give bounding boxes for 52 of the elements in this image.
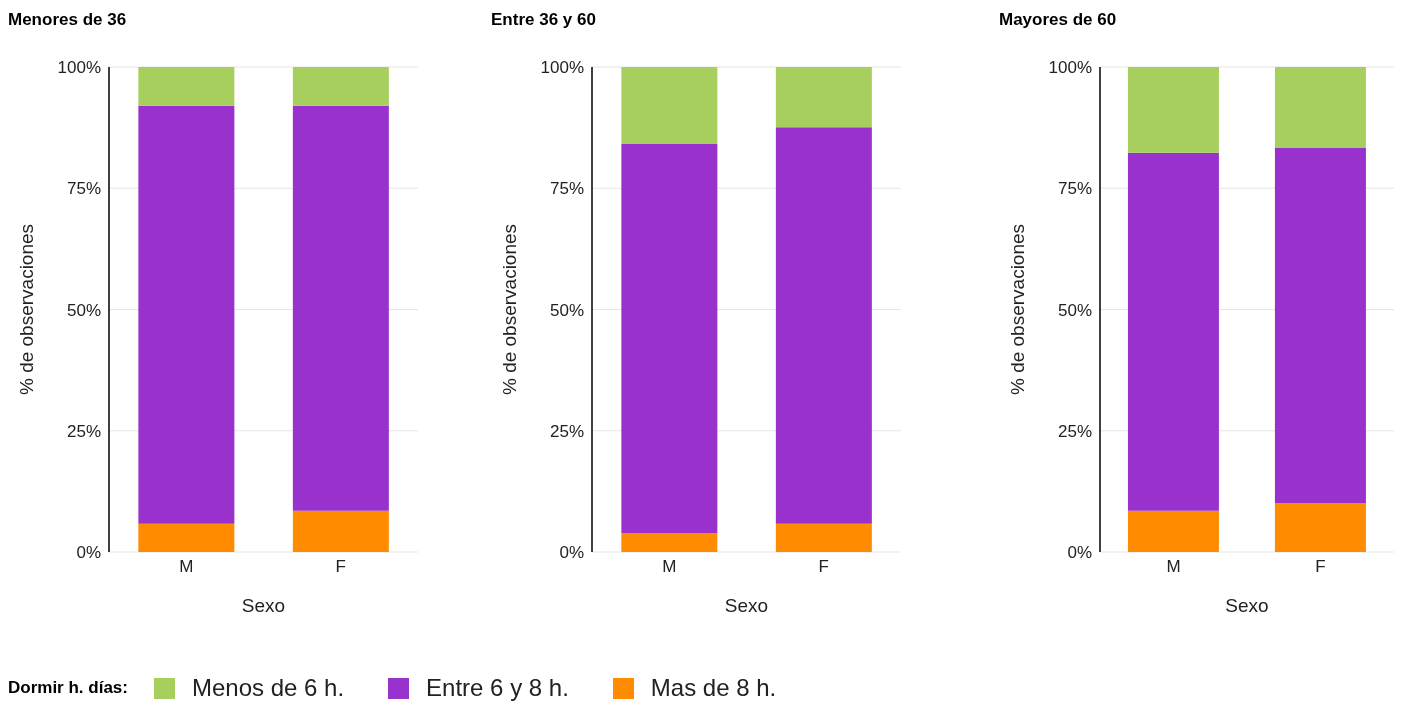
y-axis-title: % de observaciones [16, 223, 38, 396]
y-tick-label: 50% [66, 300, 101, 320]
bar [621, 144, 718, 534]
bar [1274, 503, 1366, 552]
bar [775, 67, 872, 128]
bar [292, 510, 389, 552]
bar [1127, 510, 1219, 552]
bar [292, 105, 389, 511]
bar [138, 105, 235, 524]
bar [621, 67, 718, 145]
x-tick-label: F [818, 557, 829, 577]
y-tick-label: 100% [57, 58, 101, 78]
legend-label: Entre 6 y 8 h. [426, 674, 569, 702]
bar [1274, 67, 1366, 148]
y-tick-label: 0% [76, 543, 101, 563]
y-tick-label: 75% [549, 179, 584, 199]
x-axis-title: Sexo [241, 595, 286, 616]
bar [292, 67, 389, 106]
bar [138, 523, 235, 552]
chart-title: Menores de 36 [8, 9, 128, 31]
y-tick-label: 75% [1057, 179, 1092, 199]
x-tick-label: F [1315, 557, 1326, 577]
bar [138, 67, 235, 106]
chart-title: Entre 36 y 60 [491, 9, 597, 31]
x-tick-label: M [662, 557, 677, 577]
y-tick-label: 50% [1057, 300, 1092, 320]
legend-label: Menos de 6 h. [191, 674, 345, 702]
bar [775, 127, 872, 524]
x-tick-label: M [1166, 557, 1181, 577]
y-tick-label: 0% [1067, 543, 1092, 563]
legend-label: Mas de 8 h. [650, 674, 777, 702]
bar [1127, 67, 1219, 153]
y-tick-label: 0% [559, 543, 584, 563]
x-tick-label: M [179, 557, 194, 577]
legend-title: Dormir h. días: [8, 678, 128, 698]
chart-title: Mayores de 60 [999, 9, 1118, 31]
x-axis-title: Sexo [1225, 595, 1269, 616]
bar [1274, 148, 1366, 504]
bar [621, 533, 718, 552]
y-tick-label: 100% [1048, 58, 1092, 78]
y-tick-label: 25% [549, 421, 584, 441]
y-tick-label: 75% [66, 179, 101, 199]
x-axis-title: Sexo [724, 595, 769, 616]
y-tick-label: 50% [549, 300, 584, 320]
y-axis-title: % de observaciones [1007, 223, 1029, 396]
y-tick-label: 25% [1057, 421, 1092, 441]
x-tick-label: F [335, 557, 346, 577]
bar [775, 523, 872, 552]
y-tick-label: 100% [540, 58, 584, 78]
y-tick-label: 25% [66, 421, 101, 441]
bar [1127, 152, 1219, 511]
y-axis-title: % de observaciones [499, 223, 521, 396]
